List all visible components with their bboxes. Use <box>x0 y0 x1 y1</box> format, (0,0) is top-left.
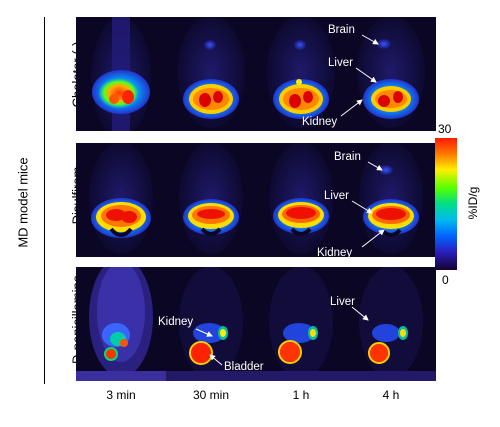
pet-image-disulfiram-1h <box>256 143 346 257</box>
annotation-brain: Brain <box>334 151 361 163</box>
group-label: MD model mice <box>15 157 31 248</box>
annotation-liver: Liver <box>330 296 355 308</box>
colorbar-min-label: 0 <box>442 273 449 287</box>
annotation-kidney: Kidney <box>302 116 338 128</box>
column-label-4h: 4 h <box>382 388 400 402</box>
column-label-30min: 30 min <box>192 388 230 402</box>
pet-image-d-penicillamine-4h <box>346 267 436 381</box>
pet-image-chelator-4h <box>346 17 436 131</box>
column-label-1h: 1 h <box>292 388 310 402</box>
annotation-bladder: Bladder <box>224 361 264 373</box>
annotation-liver: Liver <box>328 57 353 69</box>
pet-image-d-penicillamine-1h <box>256 267 346 381</box>
group-bracket <box>44 17 45 384</box>
pet-image-disulfiram-30min <box>166 143 256 257</box>
annotation-liver: Liver <box>324 190 349 202</box>
pet-image-chelator-30min <box>166 17 256 131</box>
pet-image-chelator-1h <box>256 17 346 131</box>
colorbar-max-label: 30 <box>438 122 452 136</box>
annotation-kidney: Kidney <box>317 247 353 259</box>
pet-image-chelator-3min <box>76 17 166 131</box>
annotation-brain: Brain <box>328 24 355 36</box>
pet-image-d-penicillamine-3min <box>76 267 166 381</box>
colorbar-unit-label: %ID/g <box>466 186 480 220</box>
pet-image-disulfiram-3min <box>76 143 166 257</box>
colorbar <box>435 138 457 270</box>
pet-image-disulfiram-4h <box>346 143 436 257</box>
column-label-3min: 3 min <box>106 388 136 402</box>
pet-image-d-penicillamine-30min <box>166 267 256 381</box>
annotation-kidney: Kidney <box>158 316 194 328</box>
